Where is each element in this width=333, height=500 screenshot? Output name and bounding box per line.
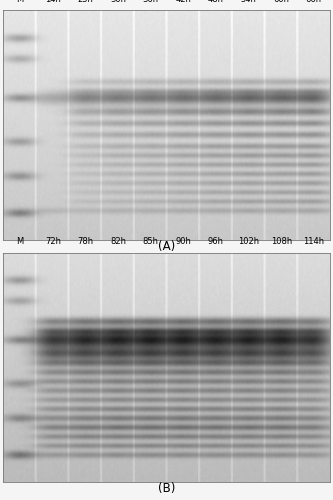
Text: 82h: 82h (110, 237, 126, 246)
Text: 48h: 48h (208, 0, 224, 4)
Text: 30h: 30h (110, 0, 126, 4)
Text: 14h: 14h (45, 0, 61, 4)
Text: 96h: 96h (208, 237, 224, 246)
Text: 108h: 108h (271, 237, 292, 246)
Text: 85h: 85h (143, 237, 159, 246)
Text: 25h: 25h (78, 0, 93, 4)
Text: M: M (17, 237, 24, 246)
Text: 66h: 66h (306, 0, 322, 4)
Text: 102h: 102h (238, 237, 259, 246)
Text: 114h: 114h (303, 237, 324, 246)
Text: 90h: 90h (175, 237, 191, 246)
Text: 72h: 72h (45, 237, 61, 246)
Text: 54h: 54h (241, 0, 256, 4)
Text: 78h: 78h (77, 237, 94, 246)
Text: 36h: 36h (143, 0, 159, 4)
Text: 42h: 42h (175, 0, 191, 4)
Text: M: M (17, 0, 24, 4)
Text: 60h: 60h (273, 0, 289, 4)
Text: (A): (A) (158, 240, 175, 252)
Text: (B): (B) (158, 482, 175, 495)
